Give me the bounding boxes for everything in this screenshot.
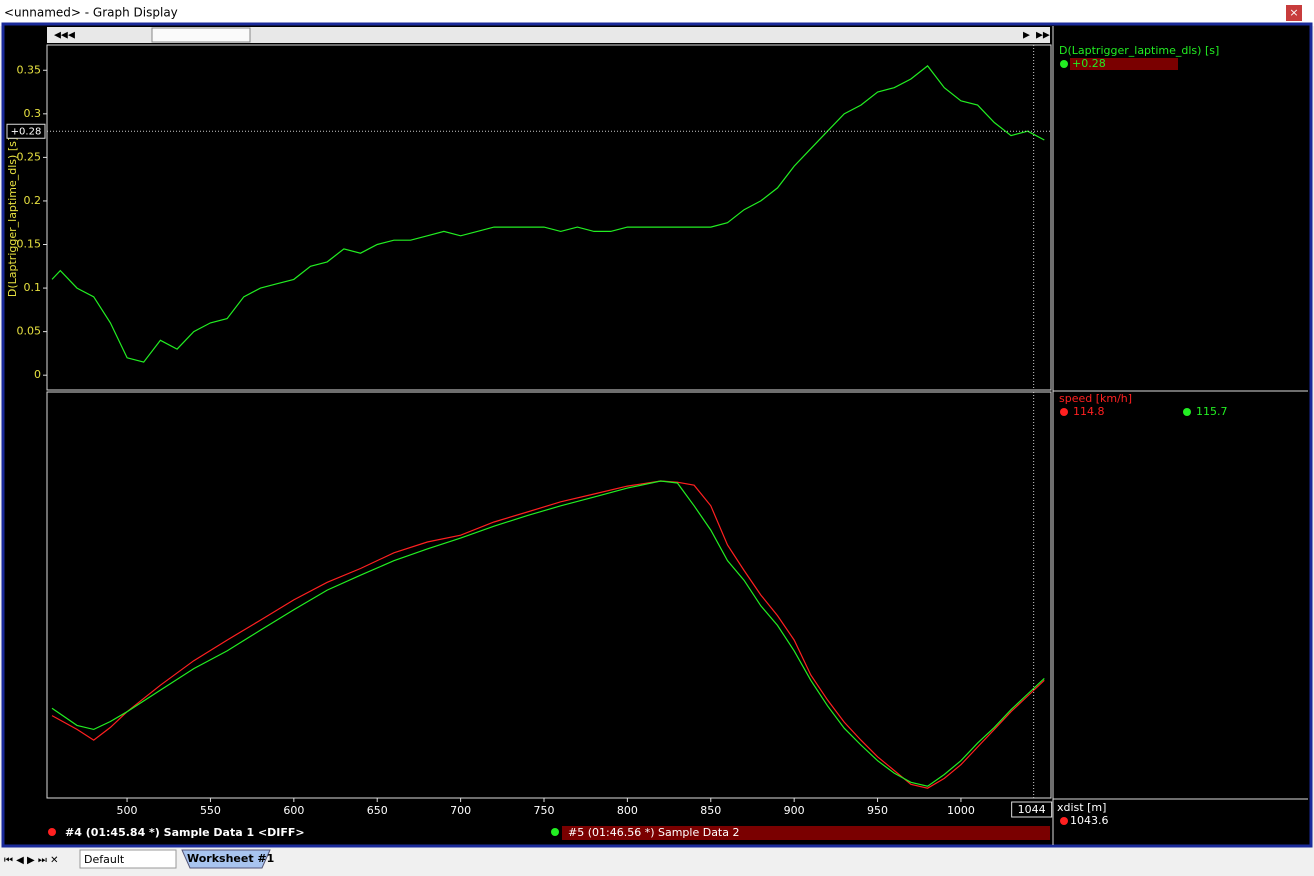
legend-dot	[1060, 817, 1068, 825]
cursor-x-box-text: 1044	[1018, 803, 1046, 816]
y-axis-label: D(Laptrigger_laptime_dls) [s]	[6, 137, 19, 297]
x-tick-label: 1000	[947, 804, 975, 817]
y-tick-label: 0	[34, 368, 41, 381]
x-tick-label: 900	[784, 804, 805, 817]
close-button[interactable]	[1286, 5, 1302, 21]
x-tick-label: 700	[450, 804, 471, 817]
scroll-thumb[interactable]	[151, 27, 251, 43]
title-bar	[0, 0, 1314, 26]
legend-dot	[48, 828, 56, 836]
x-tick-label: 950	[867, 804, 888, 817]
series-line	[51, 65, 1045, 363]
y-tick-label: 0.05	[17, 325, 42, 338]
speed-readout: 115.7	[1196, 405, 1228, 418]
graph-area	[1, 22, 1313, 848]
legend-dot	[551, 828, 559, 836]
y-tick-label: 0.35	[17, 63, 42, 76]
layout-select-text: Default	[84, 853, 125, 866]
series-line	[51, 480, 1045, 789]
scrollbar[interactable]	[47, 27, 1050, 43]
y-tick-label: 0.1	[24, 281, 42, 294]
top-plot-frame	[46, 44, 1052, 391]
delta-readout: +0.28	[1072, 57, 1106, 70]
legend-entry[interactable]: #4 (01:45.84 *) Sample Data 1 <DIFF>	[65, 826, 305, 839]
x-tick-label: 600	[283, 804, 304, 817]
scroll-next[interactable]: ▶	[1023, 31, 1030, 41]
close-icon: ×	[1289, 6, 1298, 19]
x-tick-label: 550	[200, 804, 221, 817]
scroll-prev[interactable]: ◀	[68, 31, 75, 41]
cursor-x-box	[1011, 801, 1053, 818]
scroll-first[interactable]: ◀◀	[54, 31, 68, 41]
scroll-last[interactable]: ▶▶	[1036, 31, 1050, 41]
legend-bg	[562, 826, 1050, 840]
legend-top: D(Laptrigger_laptime_dls) [s]	[1059, 44, 1219, 57]
y-tick-label: 0.2	[24, 194, 42, 207]
x-tick-label: 500	[117, 804, 138, 817]
cursor-tag-text: +0.28	[11, 126, 42, 137]
series-line	[51, 480, 1045, 787]
legend-entry[interactable]: #5 (01:46.56 *) Sample Data 2	[568, 826, 739, 839]
speed-readout: 114.8	[1073, 405, 1105, 418]
y-tick-label: 0.3	[24, 107, 42, 120]
readout-bg	[1070, 58, 1178, 70]
cursor-tag	[6, 123, 46, 139]
legend-dot	[1183, 408, 1191, 416]
window-title: <unnamed> - Graph Display	[4, 6, 178, 20]
x-tick-label: 850	[700, 804, 721, 817]
y-tick-label: 0.15	[17, 238, 42, 251]
x-tick-label: 750	[533, 804, 554, 817]
x-tick-label: 800	[617, 804, 638, 817]
x-name: xdist [m]	[1057, 801, 1106, 814]
legend-dot	[1060, 408, 1068, 416]
layout-select[interactable]	[79, 849, 177, 869]
worksheet-tab-text: Worksheet #1	[187, 852, 274, 865]
legend-dot	[1060, 60, 1068, 68]
worksheet-tab[interactable]	[181, 849, 271, 869]
speed-label: speed [km/h]	[1059, 392, 1132, 405]
x-tick-label: 650	[367, 804, 388, 817]
y-tick-label: 0.25	[17, 150, 42, 163]
cursor-x-readout: 1043.6	[1070, 814, 1109, 827]
bottom-plot-frame	[46, 391, 1052, 799]
tab-nav[interactable]: ⏮ ◀ ▶ ⏭ ✕	[4, 855, 58, 866]
